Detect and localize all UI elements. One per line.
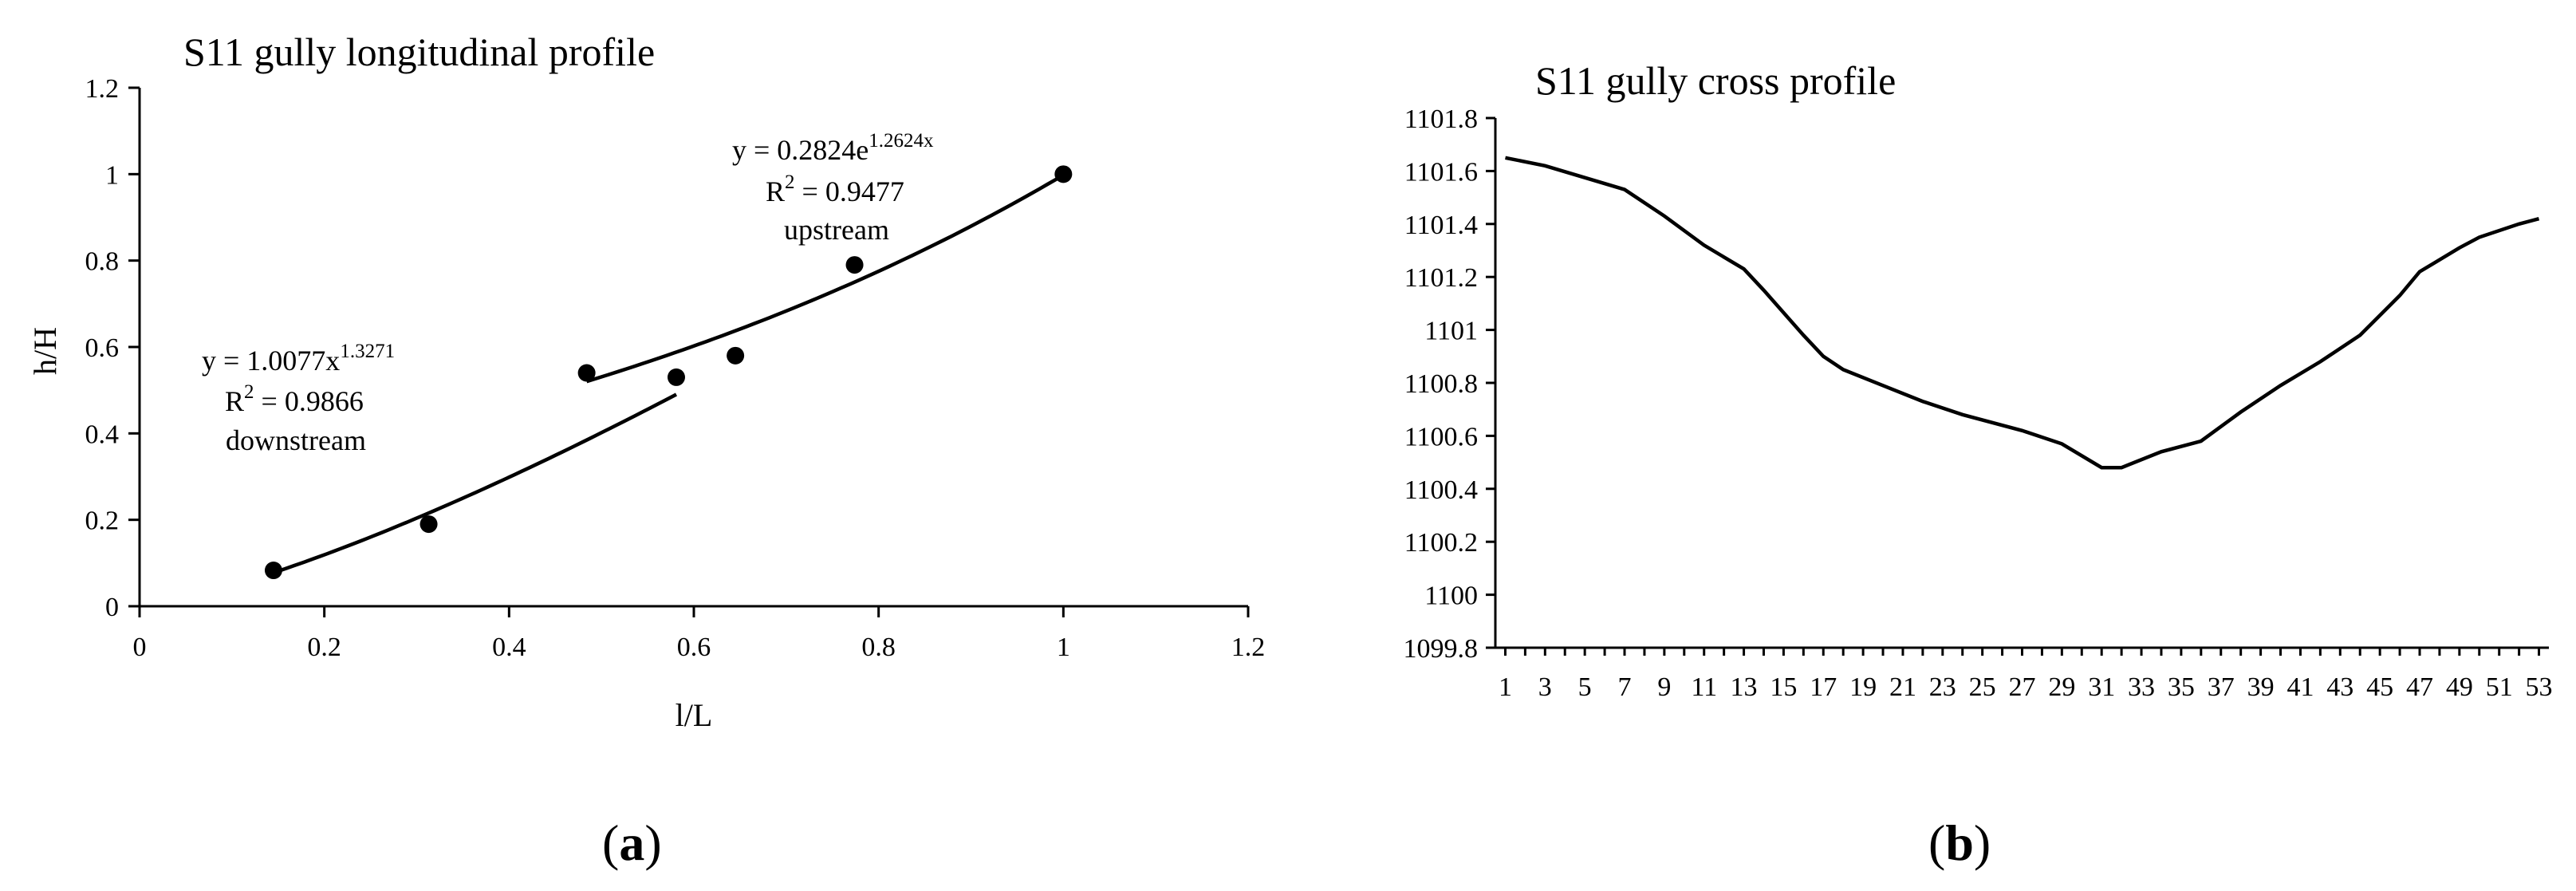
chart-b-x-tick-label: 31 <box>2088 672 2115 702</box>
chart-b-x-tick-label: 47 <box>2406 672 2433 702</box>
chart-b-y-tick-label: 1101.8 <box>1404 104 1478 134</box>
chart-a-data-point <box>419 515 438 534</box>
chart-a-y-tick-label: 0.6 <box>85 333 120 363</box>
chart-a-data-point <box>845 256 864 274</box>
chart-a-x-tick-label: 0.6 <box>677 633 711 662</box>
chart-b-x-tick-label: 51 <box>2486 672 2513 702</box>
chart-a-data-point <box>1054 165 1073 183</box>
chart-b-x-tick-label: 21 <box>1889 672 1916 702</box>
chart-a-data-point <box>667 368 685 386</box>
chart-b-x-tick-label: 53 <box>2526 672 2553 702</box>
chart-b-x-tick-label: 41 <box>2286 672 2314 702</box>
chart-a-data-point <box>727 346 745 365</box>
chart-a-upstream-equation: y = 0.2824e1.2624x <box>732 130 934 166</box>
chart-b-x-tick-label: 3 <box>1538 672 1552 702</box>
chart-b-y-tick-label: 1101 <box>1424 317 1478 346</box>
chart-b-series <box>1505 156 2540 470</box>
chart-b-x-tick-label: 33 <box>2128 672 2155 702</box>
chart-b-x-tick-label: 5 <box>1578 672 1592 702</box>
chart-b-x-tick-label: 7 <box>1618 672 1632 702</box>
chart-b-x-tick-label: 29 <box>2048 672 2075 702</box>
chart-a-downstream-fit-curve <box>273 392 678 575</box>
chart-a-upstream-fit-curve <box>585 173 1065 384</box>
chart-b-x-tick-label: 49 <box>2446 672 2473 702</box>
chart-a-title: S11 gully longitudinal profile <box>183 30 655 74</box>
chart-b-y-tick-label: 1101.2 <box>1404 263 1478 293</box>
chart-a-data-points <box>264 165 1073 580</box>
chart-b-x-tick-label: 11 <box>1691 672 1717 702</box>
chart-b-y-tick-label: 1099.8 <box>1404 634 1479 664</box>
chart-a-upstream-r2: R2 = 0.9477 <box>766 171 904 207</box>
chart-b-y-tick-label: 1101.4 <box>1404 211 1478 240</box>
chart-a-y-tick-label: 0 <box>105 593 119 622</box>
chart-b-x-tick-label: 23 <box>1929 672 1956 702</box>
chart-b-x-tick-label: 43 <box>2326 672 2353 702</box>
chart-a-y-ticks: 0 0.2 0.4 0.6 0.8 1 1.2 <box>85 74 140 622</box>
chart-b-x-tick-label: 15 <box>1770 672 1797 702</box>
chart-a-downstream-annotation: y = 1.0077x1.3271 R2 = 0.9866 downstream <box>202 341 395 456</box>
chart-a-x-tick-label: 1 <box>1057 633 1070 662</box>
chart-b-x-tick-label: 37 <box>2208 672 2235 702</box>
chart-b-y-ticks: 1099.8 1100 1100.2 1100.4 1100.6 1100.8 1101 11… <box>1404 104 1495 664</box>
chart-b-cross-profile: S11 gully cross profile 1099.8 1100 1100.2… <box>1404 58 2553 871</box>
chart-a-y-axis-label: h/H <box>27 327 63 375</box>
chart-a-caption: (a) <box>602 814 662 871</box>
chart-a-x-axis-label: l/L <box>676 697 713 733</box>
chart-a-y-tick-label: 0.8 <box>85 247 120 277</box>
chart-b-x-tick-label: 19 <box>1849 672 1877 702</box>
chart-a-upstream-label: upstream <box>784 214 889 246</box>
chart-b-x-tick-label: 35 <box>2168 672 2195 702</box>
chart-a-y-tick-label: 1.2 <box>85 74 120 104</box>
chart-b-y-tick-label: 1100.8 <box>1404 369 1478 399</box>
chart-a-x-tick-label: 1.2 <box>1231 633 1266 662</box>
chart-b-caption: (b) <box>1928 814 1991 871</box>
chart-a-upstream-annotation: y = 0.2824e1.2624x R2 = 0.9477 upstream <box>732 130 934 246</box>
chart-b-x-tick-label: 17 <box>1810 672 1837 702</box>
chart-a-downstream-r2: R2 = 0.9866 <box>225 381 364 417</box>
chart-b-x-tick-label: 25 <box>1969 672 1996 702</box>
chart-a-longitudinal-profile: S11 gully longitudinal profile 0 0.2 0.4 0.… <box>27 30 1265 871</box>
chart-a-y-tick-label: 0.4 <box>85 420 120 449</box>
chart-a-x-tick-label: 0.4 <box>492 633 526 662</box>
chart-a-data-point <box>264 562 282 580</box>
chart-b-y-tick-label: 1100.2 <box>1404 528 1478 558</box>
chart-a-y-tick-label: 0.2 <box>85 507 120 536</box>
chart-b-profile-line <box>1505 156 2540 470</box>
chart-b-y-tick-label: 1101.6 <box>1404 157 1478 187</box>
chart-a-x-tick-label: 0 <box>133 633 147 662</box>
chart-b-x-ticks: 1 3 5 7 9 11 13 15 17 19 21 23 25 27 29 31 33 35 37 39 41 43 4… <box>1499 648 2553 702</box>
chart-b-x-tick-label: 27 <box>2009 672 2036 702</box>
chart-b-y-tick-label: 1100.4 <box>1404 475 1478 505</box>
chart-a-downstream-equation: y = 1.0077x1.3271 <box>202 341 395 377</box>
chart-b-x-tick-label: 13 <box>1731 672 1758 702</box>
chart-a-fit-curves <box>273 173 1065 575</box>
chart-b-x-tick-label: 39 <box>2247 672 2275 702</box>
chart-b-x-tick-label: 1 <box>1499 672 1512 702</box>
chart-a-x-ticks: 0 0.2 0.4 0.6 0.8 1 1.2 <box>133 606 1266 662</box>
chart-a-data-point <box>577 364 596 382</box>
chart-b-x-tick-label: 45 <box>2366 672 2393 702</box>
chart-a-downstream-label: downstream <box>226 424 366 456</box>
chart-b-y-tick-label: 1100.6 <box>1404 422 1478 451</box>
chart-a-x-tick-label: 0.8 <box>861 633 896 662</box>
chart-b-x-tick-label: 9 <box>1657 672 1671 702</box>
chart-a-y-tick-label: 1 <box>105 160 119 190</box>
chart-a-x-tick-label: 0.2 <box>307 633 341 662</box>
chart-b-title: S11 gully cross profile <box>1535 58 1896 103</box>
chart-b-y-tick-label: 1100 <box>1424 582 1478 611</box>
